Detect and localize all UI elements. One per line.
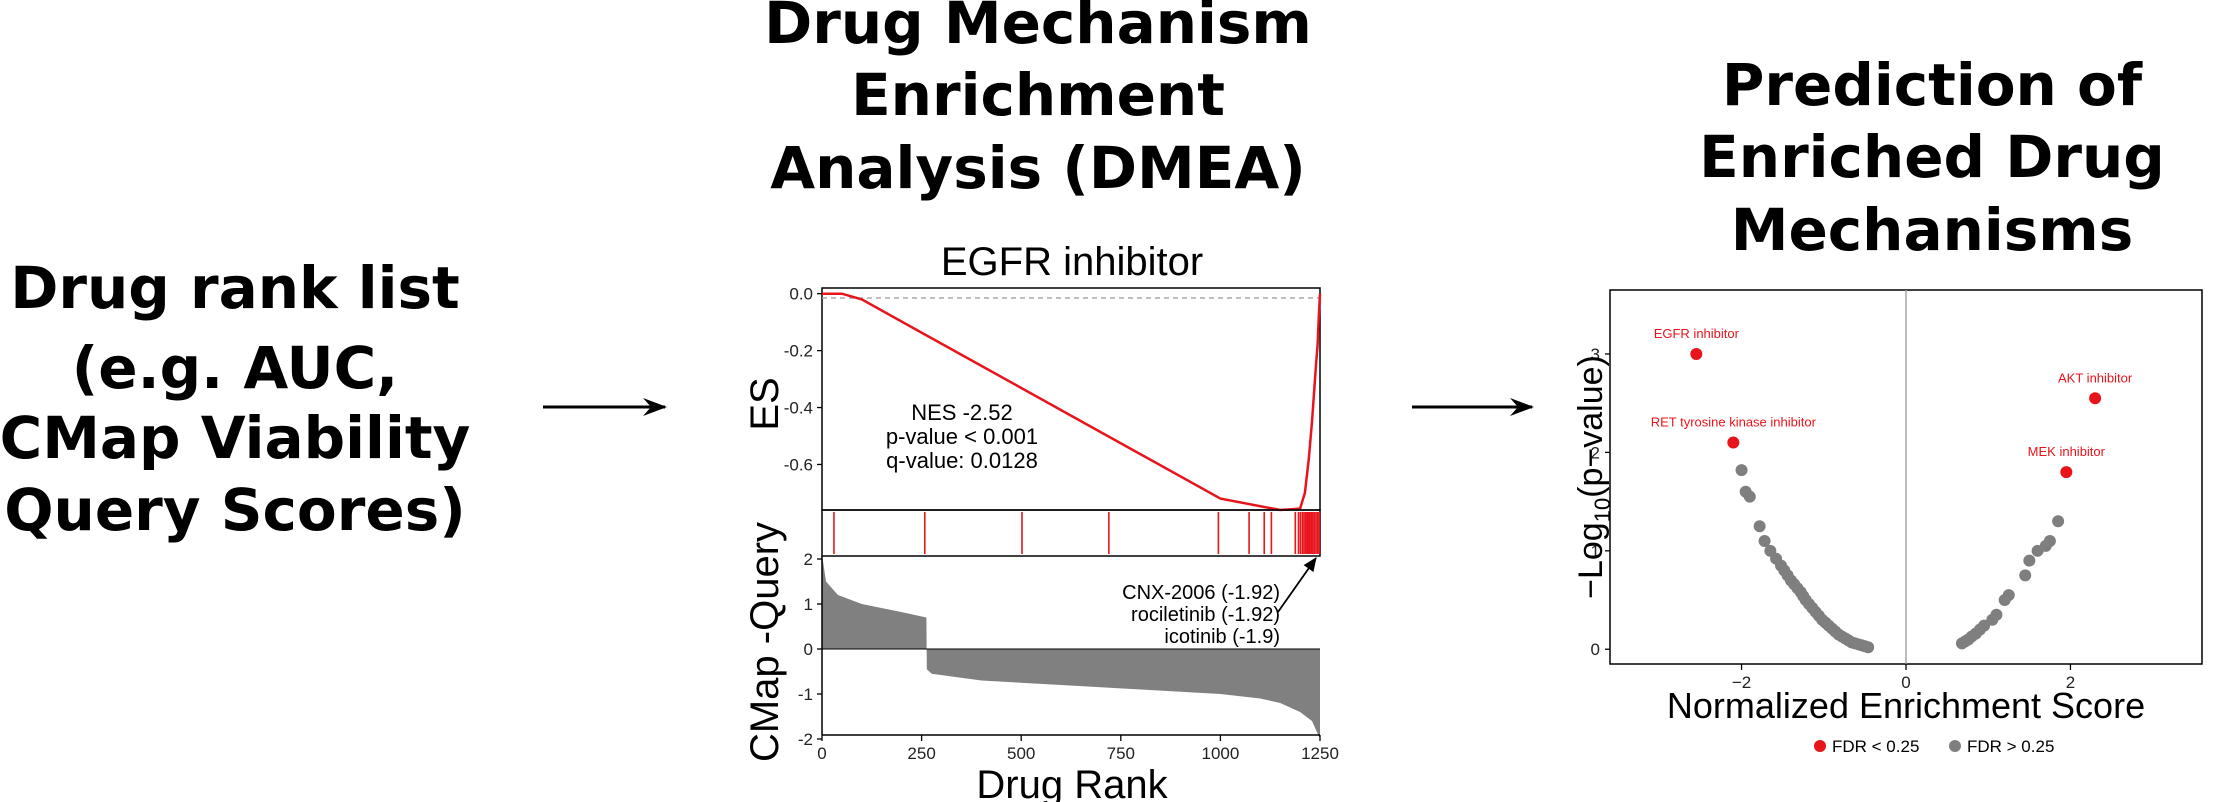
left-title-line: Drug rank list (10, 254, 460, 322)
es-plot-frame (822, 288, 1320, 510)
legend-red-dot (1814, 740, 1826, 752)
es-y-axis: 0.0 -0.2 -0.4 -0.6 (784, 285, 822, 475)
volcano-point-label: MEK inhibitor (2028, 444, 2106, 459)
volcano-ylabel-tail: (p−value) (1572, 355, 1610, 498)
volcano-ylabel-sub: 10 (1590, 498, 1615, 522)
es-plot-title: EGFR inhibitor (941, 240, 1203, 284)
volcano-red-point (2060, 466, 2072, 478)
volcano-gray-point (1862, 641, 1874, 653)
es-ytick-label: -0.6 (784, 455, 813, 474)
volcano-red-point (2089, 392, 2101, 404)
cmap-plot: 2 1 0 -1 -2 0 250 500 750 1000 1250 CMap -Query D… (743, 522, 1339, 802)
legend-gray-dot (1949, 740, 1961, 752)
left-title-line: Query Scores) (4, 476, 466, 544)
cmap-xtick-label: 0 (817, 744, 826, 763)
cmap-xtick-label: 1250 (1301, 744, 1339, 763)
hit-lines (834, 512, 1319, 554)
cmap-ytick-label: -1 (798, 685, 813, 704)
cmap-ytick-label: 1 (804, 595, 813, 614)
cmap-ytick-label: 2 (804, 550, 813, 569)
right-title: Prediction of Enriched Drug Mechanisms (1699, 51, 2165, 264)
es-nes-annotation: NES -2.52 (911, 400, 1013, 425)
volcano-points: EGFR inhibitor RET tyrosine kinase inhibi… (1651, 326, 2133, 653)
volcano-gray-point (2052, 515, 2064, 527)
cmap-y-axis: 2 1 0 -1 -2 (798, 550, 822, 749)
right-title-line: Enriched Drug (1699, 123, 2165, 191)
volcano-ylabel: −Log10(p−value) (1572, 355, 1615, 599)
cmap-ytick-label: 0 (804, 640, 813, 659)
es-ytick-label: -0.2 (784, 342, 813, 361)
right-title-line: Mechanisms (1731, 196, 2134, 264)
volcano-ylabel-main: −Log (1572, 522, 1610, 599)
volcano-xlabel: Normalized Enrichment Score (1667, 685, 2145, 726)
volcano-red-point (1727, 437, 1739, 449)
es-qvalue-annotation: q-value: 0.0128 (886, 448, 1038, 473)
middle-title-line: Analysis (DMEA) (770, 134, 1306, 202)
right-title-line: Prediction of (1722, 51, 2143, 119)
es-ytick-label: -0.4 (784, 399, 813, 418)
volcano-point-label: RET tyrosine kinase inhibitor (1651, 415, 1817, 430)
volcano-gray-point (2023, 555, 2035, 567)
hit-strip-frame (822, 510, 1320, 556)
legend-gray-label: FDR > 0.25 (1967, 737, 2054, 756)
drug-label: icotinib (-1.9) (1164, 626, 1280, 648)
cmap-x-axis: 0 250 500 750 1000 1250 (817, 735, 1339, 763)
hit-strip (822, 510, 1320, 556)
cmap-ylabel: CMap -Query (743, 522, 787, 762)
volcano-point-label: AKT inhibitor (2058, 370, 2133, 385)
middle-title-line: Enrichment (851, 61, 1225, 129)
cmap-xtick-label: 750 (1107, 744, 1135, 763)
cmap-xtick-label: 250 (907, 744, 935, 763)
drug-label: rociletinib (-1.92) (1131, 604, 1280, 626)
es-plot: EGFR inhibitor 0.0 -0.2 -0.4 -0.6 ES NES -2… (743, 240, 1320, 510)
volcano-gray-point (1990, 609, 2002, 621)
volcano-red-point (1690, 348, 1702, 360)
legend-red-label: FDR < 0.25 (1832, 737, 1919, 756)
volcano-gray-point (1754, 520, 1766, 532)
volcano-ytick-label: 0 (1591, 640, 1600, 659)
cmap-ytick-label: -2 (798, 730, 813, 749)
left-title-line: CMap Viability (0, 404, 470, 472)
drug-label-arrow (1278, 558, 1316, 612)
left-title-line: (e.g. AUC, (72, 334, 398, 402)
left-title: Drug rank list (e.g. AUC, CMap Viability… (0, 254, 470, 544)
volcano-gray-point (1744, 491, 1756, 503)
es-ytick-label: 0.0 (789, 285, 813, 304)
cmap-xtick-label: 1000 (1201, 744, 1239, 763)
middle-title: Drug Mechanism Enrichment Analysis (DMEA… (764, 0, 1312, 202)
volcano-gray-point (1736, 464, 1748, 476)
es-ylabel: ES (743, 377, 787, 430)
volcano-gray-point (2044, 535, 2056, 547)
volcano-point-label: EGFR inhibitor (1654, 326, 1740, 341)
volcano-gray-point (2003, 589, 2015, 601)
es-pvalue-annotation: p-value < 0.001 (886, 424, 1038, 449)
middle-title-line: Drug Mechanism (764, 0, 1312, 57)
cmap-xlabel: Drug Rank (976, 763, 1168, 802)
drug-label: CNX-2006 (-1.92) (1122, 582, 1280, 604)
cmap-xtick-label: 500 (1007, 744, 1035, 763)
volcano-legend: FDR < 0.25 FDR > 0.25 (1814, 737, 2054, 756)
es-curve (822, 294, 1320, 510)
volcano-gray-point (2019, 569, 2031, 581)
